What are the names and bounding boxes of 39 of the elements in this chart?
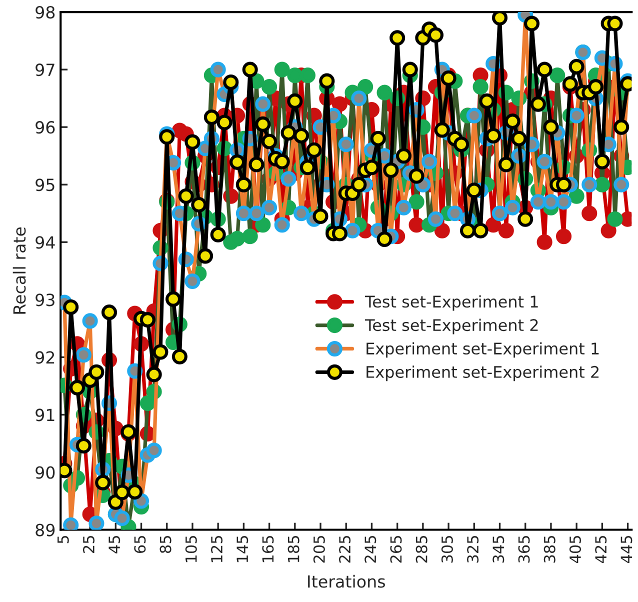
x-tick-label: 5 [58,536,69,544]
y-tick-label: 92 [36,351,54,364]
x-tick-label: 125 [210,536,223,562]
x-tick-label: 45 [108,536,120,554]
x-tick-label: 445 [620,536,632,564]
y-tick-label: 90 [36,466,55,479]
legend-label: Test set-Experiment 1 [365,295,538,311]
y-tick-label: 93 [36,294,54,306]
x-axis-title: Iterations [308,574,385,588]
x-tick-label: 105 [185,536,197,562]
x-tick-label: 265 [390,536,402,563]
legend-label: Experiment set-Experiment 2 [366,366,599,382]
y-tick-label: 91 [36,408,54,422]
x-tick-label: 345 [492,536,504,563]
x-tick-label: 305 [441,536,453,563]
x-tick-label: 25 [82,536,94,553]
x-tick-label: 405 [569,536,581,564]
y-tick-label: 98 [36,6,55,19]
x-tick-label: 165 [262,536,274,562]
y-axis-title: Recall rate [12,227,26,314]
x-tick-label: 385 [544,536,556,563]
y-tick-label: 89 [36,524,55,536]
x-tick-label: 185 [288,536,300,562]
x-tick-label: 325 [467,536,479,563]
x-tick-label: 145 [236,536,248,562]
x-tick-label: 245 [364,536,376,563]
y-tick-label: 95 [36,178,54,192]
x-tick-label: 65 [134,536,146,553]
legend-label: Experiment set-Experiment 1 [366,342,599,358]
x-tick-label: 425 [595,536,607,564]
x-tick-label: 225 [338,536,351,563]
y-tick-label: 94 [36,236,55,249]
x-tick-label: 205 [313,536,325,563]
y-tick-label: 96 [36,121,55,134]
x-tick-label: 85 [160,536,172,554]
y-tick-label: 97 [36,64,54,76]
x-tick-label: 285 [416,536,428,563]
x-tick-label: 365 [518,536,530,563]
legend-label: Test set-Experiment 2 [365,318,538,334]
